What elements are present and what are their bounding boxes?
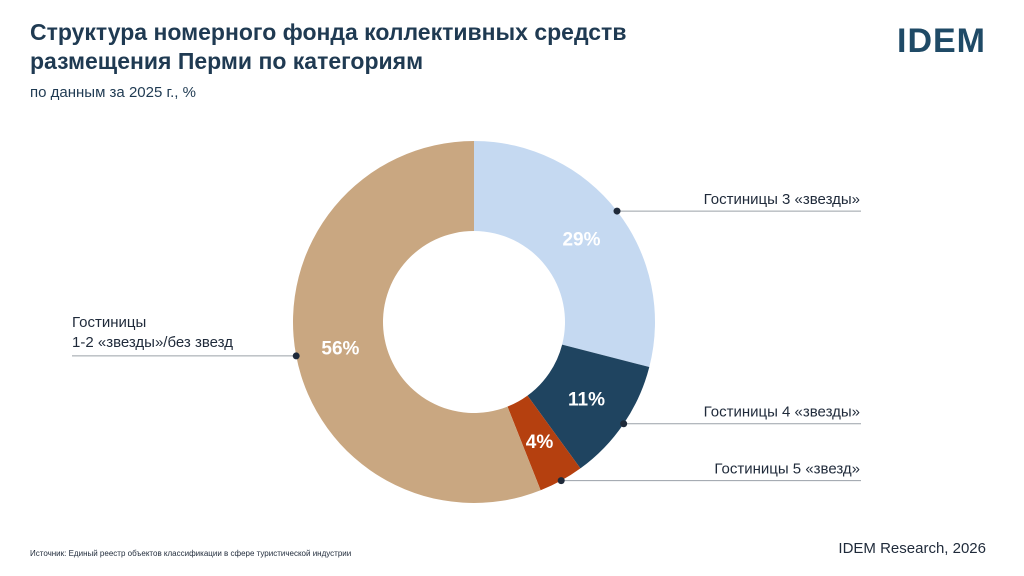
- donut-slices: [293, 141, 656, 503]
- category-label: Гостиницы 3 «звезды»: [704, 191, 860, 208]
- callout-dot: [292, 352, 300, 360]
- donut-slice: [293, 141, 541, 503]
- callout-dot: [557, 477, 565, 485]
- chart-title: Структура номерного фонда коллективных с…: [30, 19, 627, 74]
- chart-subtitle: по данным за 2025 г., %: [30, 84, 196, 101]
- value-label: 56%: [321, 338, 359, 359]
- credit: IDEM Research, 2026: [838, 540, 986, 557]
- value-labels: 29% 11% 4% 56%: [321, 230, 605, 454]
- category-label: Гостиницы 5 «звезд»: [714, 461, 860, 478]
- callout-dot: [620, 420, 628, 428]
- donut-slice: [474, 141, 656, 368]
- value-label: 4%: [526, 432, 554, 453]
- callouts: Гостиницы 3 «звезды» Гостиницы 4 «звезды»…: [72, 191, 861, 485]
- category-label: Гостиницы 4 «звезды»: [704, 404, 860, 421]
- source-note: Источник: Единый реестр объектов классиф…: [30, 549, 352, 558]
- donut-slice: [527, 344, 650, 469]
- idem-logo: IDEM: [897, 24, 986, 58]
- callout-dot: [613, 207, 621, 215]
- donut-slice: [507, 395, 581, 491]
- logo-text: IDEM: [897, 22, 986, 60]
- value-label: 11%: [568, 389, 605, 410]
- value-label: 29%: [562, 230, 600, 251]
- category-label: Гостиницы 1-2 «звезды»/без звезд: [72, 314, 233, 351]
